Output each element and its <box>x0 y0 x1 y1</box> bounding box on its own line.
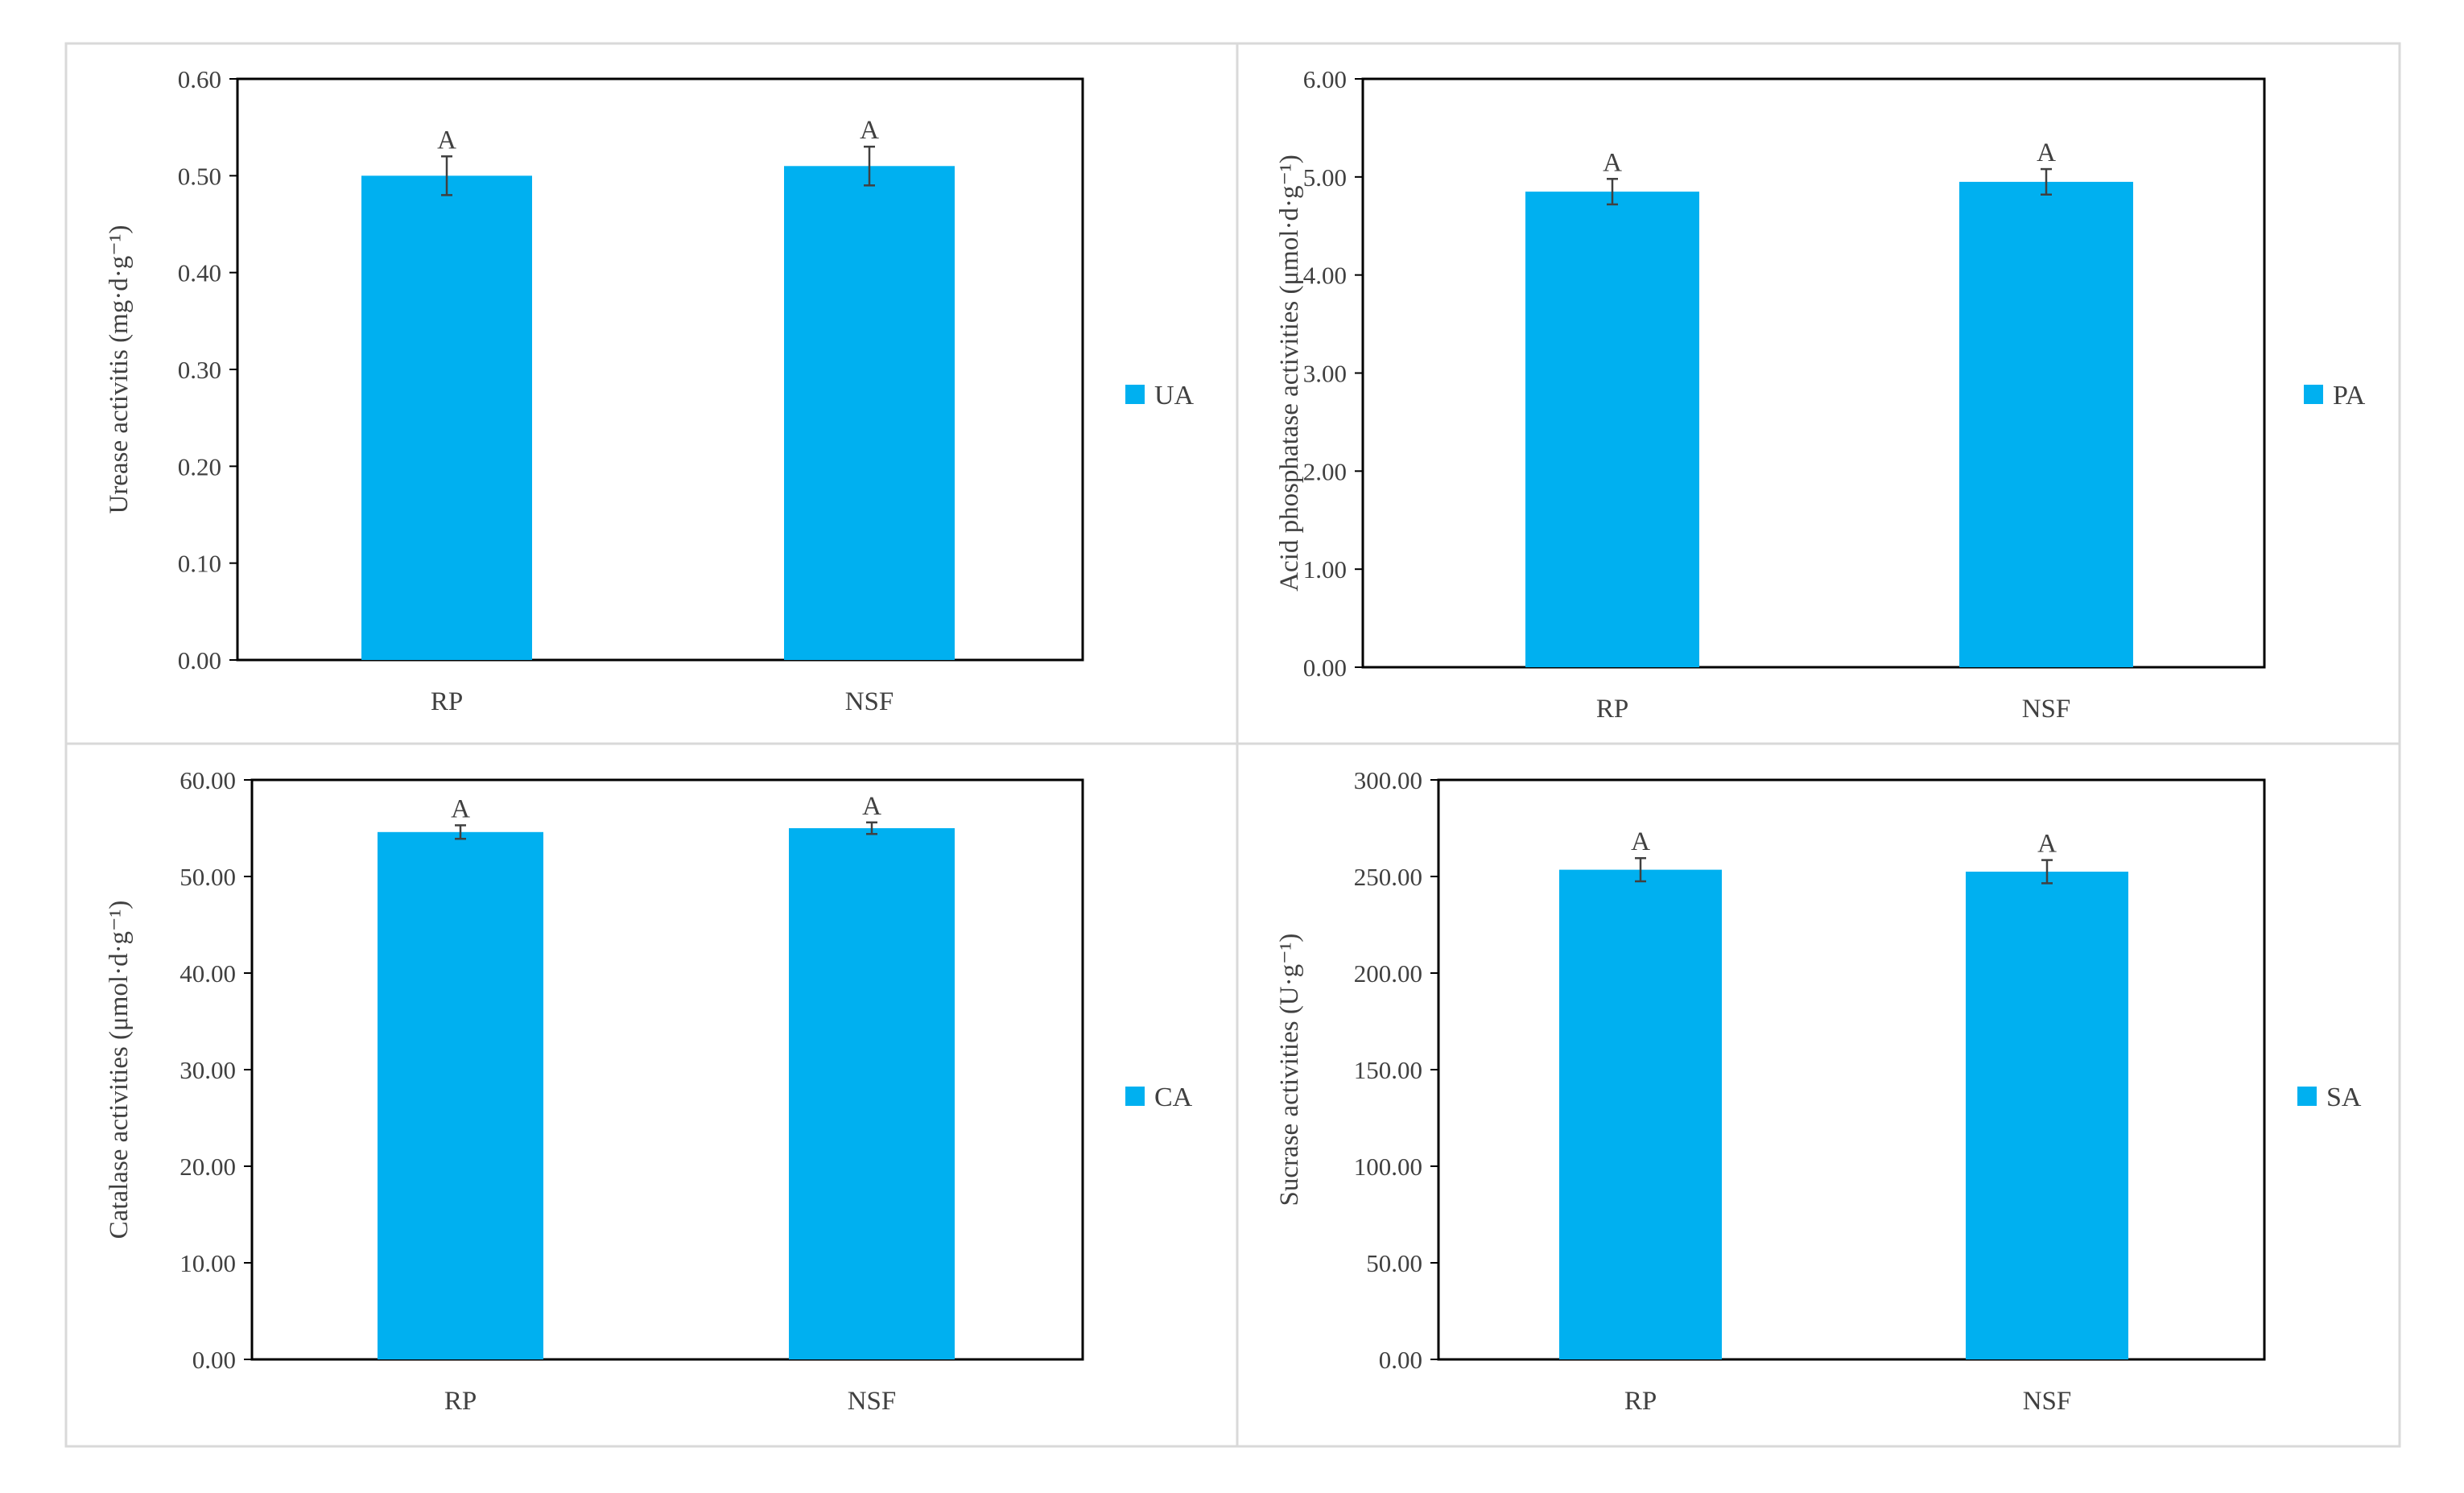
y-tick-label: 0.60 <box>178 65 221 93</box>
legend-label: SA <box>2326 1083 2362 1112</box>
y-tick-label: 0.40 <box>178 259 221 287</box>
legend-swatch <box>2297 1087 2317 1106</box>
y-tick-label: 10.00 <box>180 1249 236 1277</box>
significance-label: A <box>1631 827 1650 856</box>
panel-border <box>64 42 1239 745</box>
x-tick-label: NSF <box>848 1387 897 1416</box>
legend-swatch <box>2304 385 2323 404</box>
chart-panel-4: 0.00 50.00 100.00 150.00 200.00 250.00 300.00 S… <box>1236 742 2401 1448</box>
legend-label: UA <box>1154 381 1195 410</box>
y-tick-label: 0.10 <box>178 550 221 578</box>
y-tick-label: 100.00 <box>1354 1153 1422 1181</box>
y-tick-label: 0.50 <box>178 162 221 190</box>
x-tick-label: RP <box>444 1387 477 1416</box>
y-tick-label: 40.00 <box>180 959 236 988</box>
bar <box>1959 181 2133 668</box>
y-tick-label: 20.00 <box>180 1153 236 1181</box>
chart-panel-2: 0.00 1.00 2.00 3.00 4.00 5.00 6.00 Acid phospha… <box>1236 42 2401 745</box>
panel-border <box>1236 42 2401 745</box>
chart-panel-1: 0.00 0.10 0.20 0.30 0.40 0.50 0.60 Urease activ… <box>64 42 1239 745</box>
bar <box>1525 192 1699 667</box>
legend-swatch <box>1125 1087 1145 1106</box>
significance-label: A <box>860 116 879 145</box>
x-tick-label: NSF <box>2023 1387 2072 1416</box>
significance-label: A <box>2037 138 2056 167</box>
y-tick-label: 0.00 <box>192 1346 236 1374</box>
y-tick-label: 200.00 <box>1354 959 1422 988</box>
y-tick-label: 50.00 <box>1366 1249 1422 1277</box>
bar <box>789 828 955 1359</box>
y-axis-label: Sucrase activities (U·g⁻¹) <box>1275 934 1304 1206</box>
significance-label: A <box>451 794 470 823</box>
significance-label: A <box>862 792 881 821</box>
legend-label: PA <box>2333 381 2366 410</box>
x-tick-label: RP <box>1596 695 1628 724</box>
y-tick-label: 0.30 <box>178 356 221 384</box>
y-tick-label: 2.00 <box>1303 457 1347 485</box>
y-tick-label: 60.00 <box>180 766 236 794</box>
y-tick-label: 3.00 <box>1303 360 1347 388</box>
y-tick-label: 300.00 <box>1354 766 1422 794</box>
y-tick-label: 250.00 <box>1354 863 1422 891</box>
chart-panel-3: 0.00 10.00 20.00 30.00 40.00 50.00 60.00 Catala… <box>64 742 1239 1448</box>
y-axis-label: Urease activitis (mg·d·g⁻¹) <box>105 225 134 513</box>
y-tick-label: 0.00 <box>178 646 221 674</box>
bar <box>784 166 955 661</box>
bar <box>1966 872 2128 1359</box>
y-axis-label: Catalase activities (μmol·d·g⁻¹) <box>105 901 134 1239</box>
bar <box>1559 869 1722 1359</box>
y-tick-label: 5.00 <box>1303 163 1347 192</box>
bar <box>378 831 543 1359</box>
x-tick-label: RP <box>431 687 463 716</box>
bar <box>361 175 532 661</box>
legend-swatch <box>1125 385 1145 404</box>
y-tick-label: 0.00 <box>1303 654 1347 682</box>
y-tick-label: 30.00 <box>180 1056 236 1084</box>
significance-label: A <box>1603 148 1622 177</box>
significance-label: A <box>2037 830 2057 859</box>
y-tick-label: 6.00 <box>1303 65 1347 93</box>
y-tick-label: 1.00 <box>1303 555 1347 584</box>
y-tick-label: 0.20 <box>178 452 221 480</box>
x-tick-label: NSF <box>845 687 894 716</box>
y-tick-label: 4.00 <box>1303 262 1347 290</box>
panel-border <box>1236 742 2401 1448</box>
x-tick-label: RP <box>1624 1387 1657 1416</box>
y-tick-label: 0.00 <box>1379 1346 1422 1374</box>
x-tick-label: NSF <box>2022 695 2071 724</box>
panel-border <box>64 742 1239 1448</box>
legend-label: CA <box>1154 1083 1193 1112</box>
y-axis-label: Acid phosphatase activities (μmol·d·g⁻¹) <box>1275 155 1304 592</box>
significance-label: A <box>437 126 456 155</box>
y-tick-label: 150.00 <box>1354 1056 1422 1084</box>
y-tick-label: 50.00 <box>180 863 236 891</box>
